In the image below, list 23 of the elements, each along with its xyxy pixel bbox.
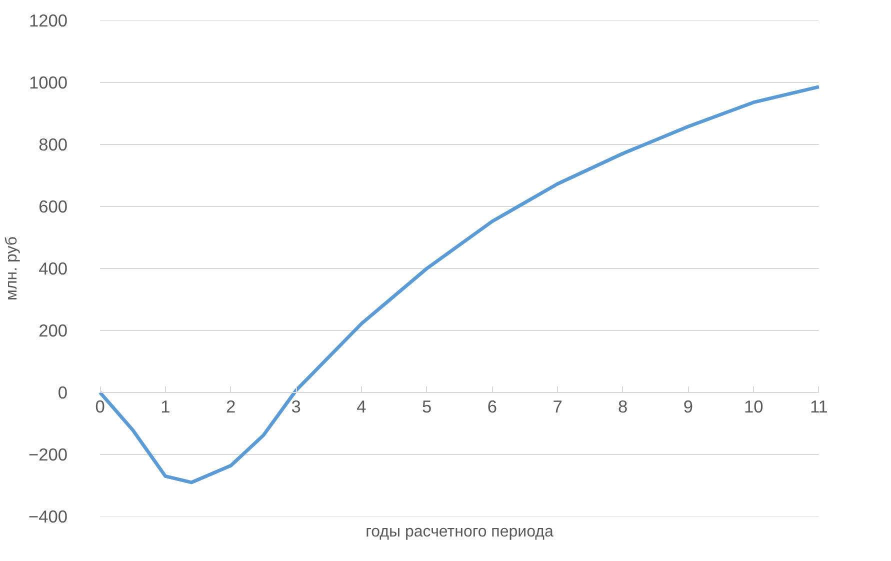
x-tick-label: 9 (683, 396, 694, 416)
x-tick-label: 11 (810, 396, 828, 416)
y-tick-label: 0 (58, 382, 68, 402)
y-tick-label: 600 (38, 196, 68, 216)
y-axis-title: млн. руб (3, 236, 20, 301)
x-tick-label: 5 (422, 396, 432, 416)
y-tick-label: 800 (38, 134, 68, 154)
x-tick-label: 2 (226, 396, 236, 416)
x-tick-label: 6 (487, 396, 497, 416)
y-tick-label: −200 (28, 444, 68, 464)
y-tick-label: 200 (38, 320, 68, 340)
x-axis-title: годы расчетного периода (366, 524, 554, 540)
y-tick-label: 1200 (28, 10, 68, 30)
x-tick-label: 10 (744, 396, 764, 416)
y-tick-label: −400 (28, 506, 68, 526)
x-tick-label: 4 (356, 396, 367, 416)
y-tick-label: 1000 (28, 72, 68, 92)
x-tick-label: 1 (160, 396, 170, 416)
x-tick-label: 8 (618, 396, 628, 416)
x-tick-label: 3 (291, 396, 301, 416)
x-tick-label: 7 (552, 396, 562, 416)
x-tick-label: 0 (95, 396, 105, 416)
y-tick-label: 400 (38, 258, 68, 278)
